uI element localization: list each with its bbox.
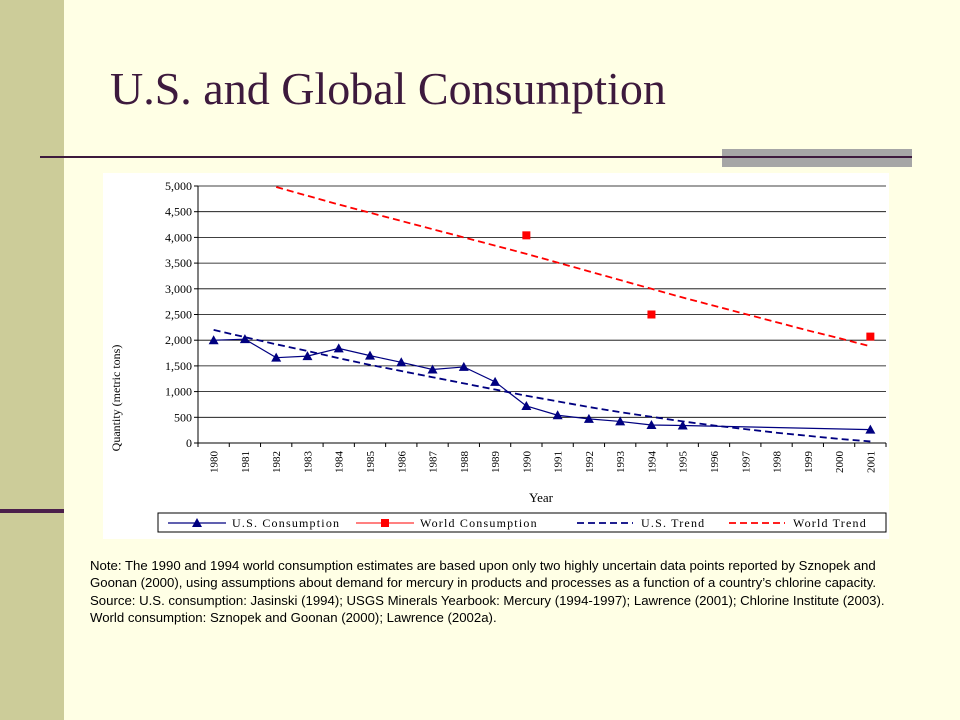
world-trend-line — [275, 186, 871, 348]
legend-label: World Trend — [793, 516, 867, 530]
left-accent-line — [0, 509, 64, 513]
x-tick-label: 1985 — [365, 451, 377, 474]
x-tick-label: 1986 — [396, 451, 408, 474]
y-tick-label: 0 — [186, 436, 192, 450]
x-tick-label: 1988 — [459, 451, 471, 474]
y-axis-label: Quantity (metric tons) — [109, 345, 123, 452]
x-tick-label: 1994 — [646, 451, 658, 474]
x-tick-label: 1982 — [271, 451, 283, 473]
us-consumption-point — [865, 424, 876, 434]
y-tick-label: 1,500 — [165, 359, 192, 373]
x-tick-label: 1995 — [678, 451, 690, 474]
x-tick-label: 1987 — [428, 451, 440, 474]
y-tick-label: 4,500 — [165, 205, 192, 219]
y-tick-label: 2,000 — [165, 333, 192, 347]
y-tick-label: 2,500 — [165, 308, 192, 322]
gridlines — [198, 185, 886, 418]
x-tick-label: 1991 — [553, 451, 565, 473]
y-tick-label: 1,000 — [165, 385, 192, 399]
us-consumption-point — [615, 416, 626, 426]
y-tick-label: 500 — [174, 410, 192, 424]
y-tick-label: 4,000 — [165, 230, 192, 244]
x-tick-label: 2001 — [865, 451, 877, 473]
x-tick-label: 1989 — [490, 451, 502, 474]
legend-label: U.S. Trend — [641, 516, 705, 530]
x-tick-label: 1980 — [209, 451, 221, 474]
left-decorative-bar — [0, 0, 64, 720]
chart-note: Note: The 1990 and 1994 world consumptio… — [90, 557, 890, 627]
x-tick-label: 1983 — [302, 451, 314, 474]
x-tick-label: 1999 — [803, 451, 815, 474]
world-consumption-point — [866, 332, 875, 341]
x-tick-label: 1990 — [521, 451, 533, 474]
x-axis-label: Year — [529, 490, 554, 505]
us-consumption-point — [458, 361, 469, 371]
title-rule — [40, 156, 912, 158]
consumption-chart: 0 500 1,000 1,500 2,000 2,500 3,000 3,500 4,000 4… — [109, 179, 887, 533]
us-consumption-point — [677, 420, 688, 430]
x-tick-label: 1998 — [772, 451, 784, 474]
us-consumption-point — [490, 376, 501, 386]
us-consumption-point — [583, 413, 594, 423]
x-tick-label: 1996 — [709, 451, 721, 474]
us-consumption-point — [427, 364, 438, 374]
legend-label: World Consumption — [420, 516, 538, 530]
legend-box — [157, 512, 887, 533]
y-tick-label: 3,500 — [165, 256, 192, 270]
legend: U.S. Consumption World Consumption U.S. Tr… — [157, 512, 887, 533]
legend-label: U.S. Consumption — [232, 516, 340, 530]
us-consumption-point — [271, 352, 282, 362]
us-consumption-point — [646, 420, 657, 430]
axes: 0 500 1,000 1,500 2,000 2,500 3,000 3,500 4,000 4… — [165, 179, 887, 474]
source-text: Source: U.S. consumption: Jasinski (1994… — [90, 592, 885, 626]
note-text: Note: The 1990 and 1994 world consumptio… — [90, 558, 877, 591]
us-consumption-point — [396, 357, 407, 367]
world-consumption-point — [522, 231, 531, 240]
x-tick-label: 1992 — [584, 451, 596, 473]
x-tick-label: 1993 — [615, 451, 627, 474]
y-tick-label: 3,000 — [165, 282, 192, 296]
us-consumption-point — [333, 343, 344, 353]
title-rule-grey-block — [722, 149, 912, 167]
x-tick-label: 2000 — [834, 451, 846, 474]
us-consumption-point — [208, 335, 219, 345]
y-tick-label: 5,000 — [165, 179, 192, 193]
us-consumption-point — [552, 410, 563, 420]
x-tick-label: 1997 — [740, 451, 752, 474]
x-tick-label: 1981 — [240, 451, 252, 473]
us-consumption-point — [521, 400, 532, 410]
series-layer — [208, 186, 876, 443]
x-tick-label: 1984 — [334, 451, 346, 474]
us-consumption-point — [239, 334, 250, 344]
us-consumption-point — [302, 351, 313, 361]
world-consumption-point — [647, 310, 656, 319]
legend-swatch-marker — [192, 518, 202, 527]
us-consumption-point — [365, 350, 375, 360]
us-trend-line — [213, 329, 871, 443]
chart-container: 0 500 1,000 1,500 2,000 2,500 3,000 3,500 4,000 4… — [103, 173, 889, 539]
slide-title: U.S. and Global Consumption — [110, 63, 666, 114]
legend-swatch-marker — [381, 519, 389, 527]
